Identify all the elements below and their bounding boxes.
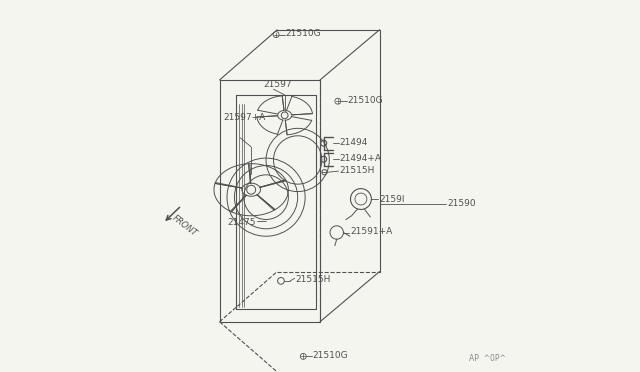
Text: 21510G: 21510G [285, 29, 321, 38]
Text: 21494: 21494 [340, 138, 368, 147]
Text: 21515H: 21515H [340, 166, 375, 175]
Text: FRONT: FRONT [170, 213, 198, 238]
Text: 21591+A: 21591+A [350, 227, 392, 236]
Text: 21494+A: 21494+A [340, 154, 381, 163]
Text: 21590: 21590 [447, 199, 476, 208]
Text: 21510G: 21510G [347, 96, 383, 105]
Text: AP  ^0P^: AP ^0P^ [468, 355, 506, 363]
Text: 21597: 21597 [264, 80, 292, 89]
Text: 21515H: 21515H [296, 275, 331, 284]
Text: 21475: 21475 [227, 218, 255, 227]
Text: 21510G: 21510G [312, 351, 348, 360]
Text: 21597+A: 21597+A [223, 113, 266, 122]
Text: 2159l: 2159l [380, 195, 405, 204]
